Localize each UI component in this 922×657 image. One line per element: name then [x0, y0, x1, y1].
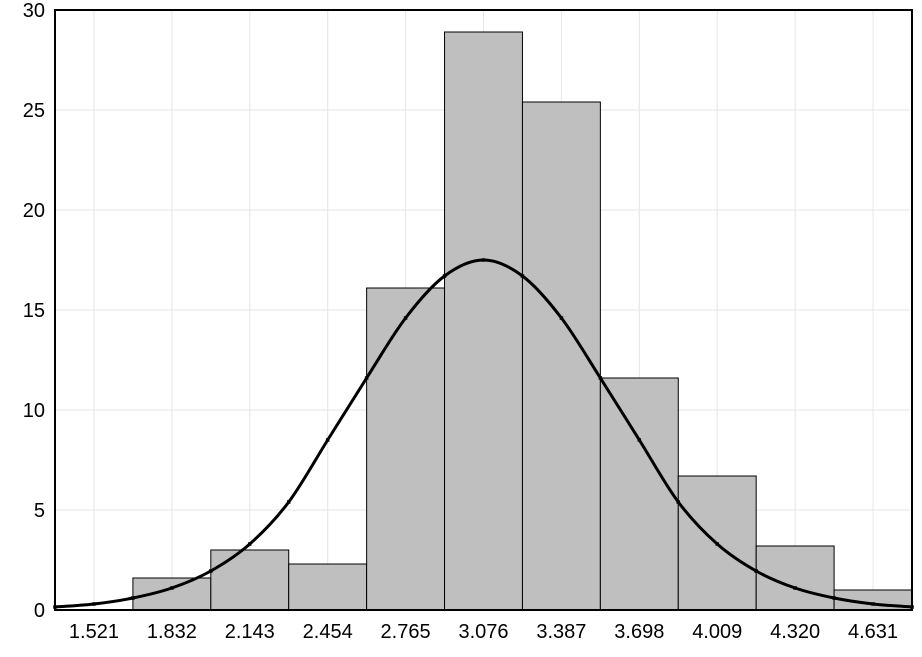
curve-marker	[249, 543, 252, 546]
y-axis-tick-label: 0	[34, 600, 45, 622]
histogram-bar	[445, 32, 523, 610]
x-axis-tick-label: 4.320	[770, 621, 820, 643]
curve-marker	[599, 377, 602, 380]
y-axis-tick-label: 20	[23, 200, 45, 222]
x-axis-tick-label: 4.009	[692, 621, 742, 643]
histogram-bar	[367, 288, 445, 610]
curve-marker	[833, 597, 836, 600]
x-axis-tick-label: 3.076	[458, 621, 508, 643]
curve-marker	[93, 603, 96, 606]
curve-marker	[872, 603, 875, 606]
curve-marker	[677, 501, 680, 504]
curve-marker	[794, 587, 797, 590]
curve-marker	[521, 275, 524, 278]
histogram-bar	[289, 564, 367, 610]
curve-marker	[560, 317, 563, 320]
histogram-bar	[522, 102, 600, 610]
curve-marker	[326, 439, 329, 442]
x-axis-tick-label: 3.698	[614, 621, 664, 643]
y-axis-tick-label: 10	[23, 400, 45, 422]
curve-marker	[716, 543, 719, 546]
y-axis-tick-label: 5	[34, 500, 45, 522]
y-axis-tick-label: 15	[23, 300, 45, 322]
chart-svg: 0 5 10 15 20 25 30 1.521 1.832 2.143 2.454 2.765 3.0…	[0, 0, 922, 657]
curve-marker	[482, 259, 485, 262]
curve-marker	[287, 501, 290, 504]
curve-marker	[210, 570, 213, 573]
curve-marker	[171, 587, 174, 590]
x-axis-tick-label: 2.454	[303, 621, 353, 643]
curve-marker	[638, 439, 641, 442]
curve-marker	[404, 317, 407, 320]
x-axis-tick-label: 2.765	[381, 621, 431, 643]
y-axis-tick-label: 25	[23, 100, 45, 122]
histogram-bar	[600, 378, 678, 610]
x-axis-tick-label: 3.387	[536, 621, 586, 643]
curve-marker	[443, 275, 446, 278]
histogram-chart: 0 5 10 15 20 25 30 1.521 1.832 2.143 2.454 2.765 3.0…	[0, 0, 922, 657]
y-axis-tick-label: 30	[23, 0, 45, 22]
curve-marker	[755, 570, 758, 573]
x-axis-tick-label: 2.143	[225, 621, 275, 643]
x-axis-tick-label: 1.832	[147, 621, 197, 643]
histogram-bar	[211, 550, 289, 610]
curve-marker	[132, 597, 135, 600]
x-axis-tick-label: 1.521	[69, 621, 119, 643]
curve-marker	[365, 377, 368, 380]
x-axis-tick-label: 4.631	[848, 621, 898, 643]
